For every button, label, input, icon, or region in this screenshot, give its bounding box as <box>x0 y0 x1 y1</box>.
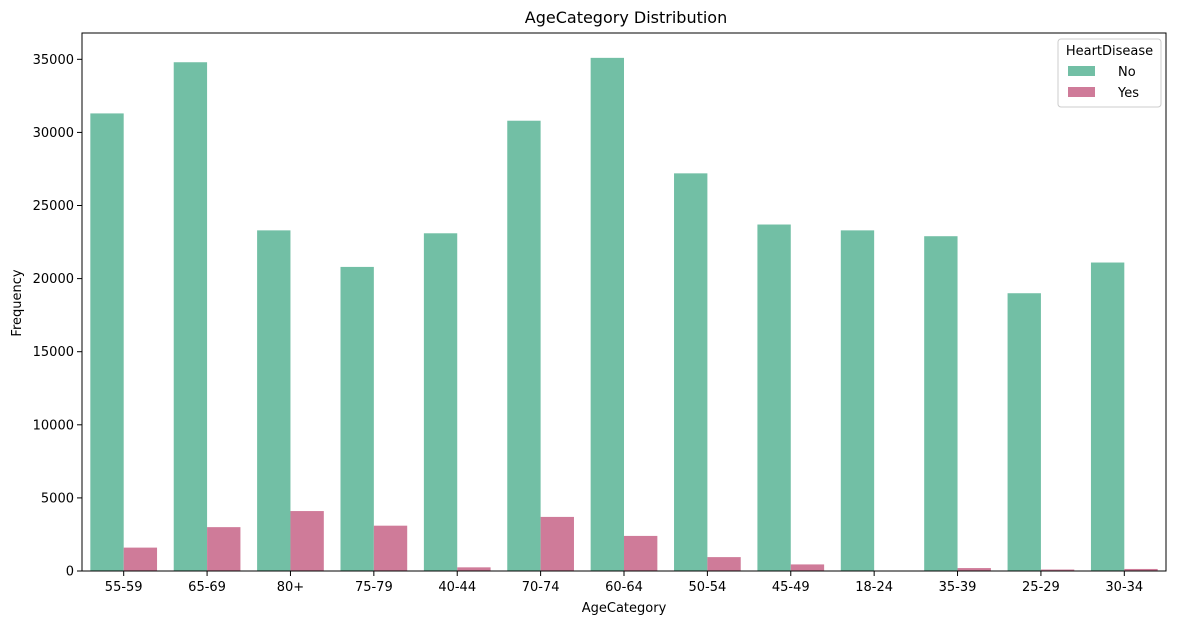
x-tick-label: 65-69 <box>188 580 226 595</box>
bar-no-75-79 <box>340 267 373 571</box>
bar-yes-45-49 <box>791 564 824 571</box>
x-tick-label: 18-24 <box>855 580 893 595</box>
bar-no-18-24 <box>841 230 874 571</box>
bar-yes-50-54 <box>707 557 740 571</box>
x-axis-label: AgeCategory <box>582 601 667 616</box>
bar-no-40-44 <box>424 233 457 571</box>
y-tick-label: 5000 <box>41 491 74 506</box>
bar-yes-55-59 <box>124 548 157 571</box>
bar-yes-75-79 <box>374 526 407 571</box>
bar-no-35-39 <box>924 236 957 571</box>
bar-no-60-64 <box>591 58 624 571</box>
bar-yes-60-64 <box>624 536 657 571</box>
bar-no-65-69 <box>174 62 207 571</box>
y-tick-label: 30000 <box>33 126 74 141</box>
bar-no-25-29 <box>1008 293 1041 571</box>
x-tick-label: 50-54 <box>688 580 726 595</box>
x-tick-label: 40-44 <box>438 580 476 595</box>
y-tick-label: 35000 <box>33 53 74 68</box>
x-tick-label: 70-74 <box>522 580 560 595</box>
x-tick-label: 30-34 <box>1105 580 1143 595</box>
bar-yes-80+ <box>290 511 323 571</box>
bar-no-45-49 <box>757 225 790 571</box>
legend-swatch-no <box>1068 66 1095 76</box>
x-tick-label: 35-39 <box>939 580 977 595</box>
y-tick-label: 10000 <box>33 418 74 433</box>
y-tick-label: 0 <box>66 565 74 580</box>
x-tick-label: 80+ <box>277 580 304 595</box>
bar-yes-40-44 <box>457 567 490 571</box>
x-tick-label: 60-64 <box>605 580 643 595</box>
bar-no-55-59 <box>90 113 123 571</box>
legend-label-yes: Yes <box>1117 86 1139 101</box>
x-tick-label: 55-59 <box>105 580 143 595</box>
chart-legend: HeartDisease No Yes <box>1058 39 1161 107</box>
y-tick-label: 15000 <box>33 345 74 360</box>
y-tick-label: 20000 <box>33 272 74 287</box>
bar-yes-70-74 <box>541 517 574 571</box>
chart-title: AgeCategory Distribution <box>525 8 727 27</box>
y-axis: 0 5000 10000 15000 20000 25000 30000 35000 <box>33 53 82 580</box>
legend-swatch-yes <box>1068 87 1095 97</box>
bar-yes-65-69 <box>207 527 240 571</box>
plot-area <box>82 33 1166 571</box>
x-tick-label: 45-49 <box>772 580 810 595</box>
legend-title: HeartDisease <box>1066 44 1153 59</box>
bar-no-70-74 <box>507 121 540 571</box>
y-tick-label: 25000 <box>33 199 74 214</box>
y-axis-label: Frequency <box>10 269 25 336</box>
bar-no-80+ <box>257 230 290 571</box>
x-tick-label: 75-79 <box>355 580 393 595</box>
legend-label-no: No <box>1118 65 1136 80</box>
bar-no-50-54 <box>674 173 707 571</box>
x-axis: 55-59 65-69 80+ 75-79 40-44 70-74 60-64 50-54 45… <box>105 571 1143 595</box>
bar-no-30-34 <box>1091 263 1124 571</box>
x-tick-label: 25-29 <box>1022 580 1060 595</box>
